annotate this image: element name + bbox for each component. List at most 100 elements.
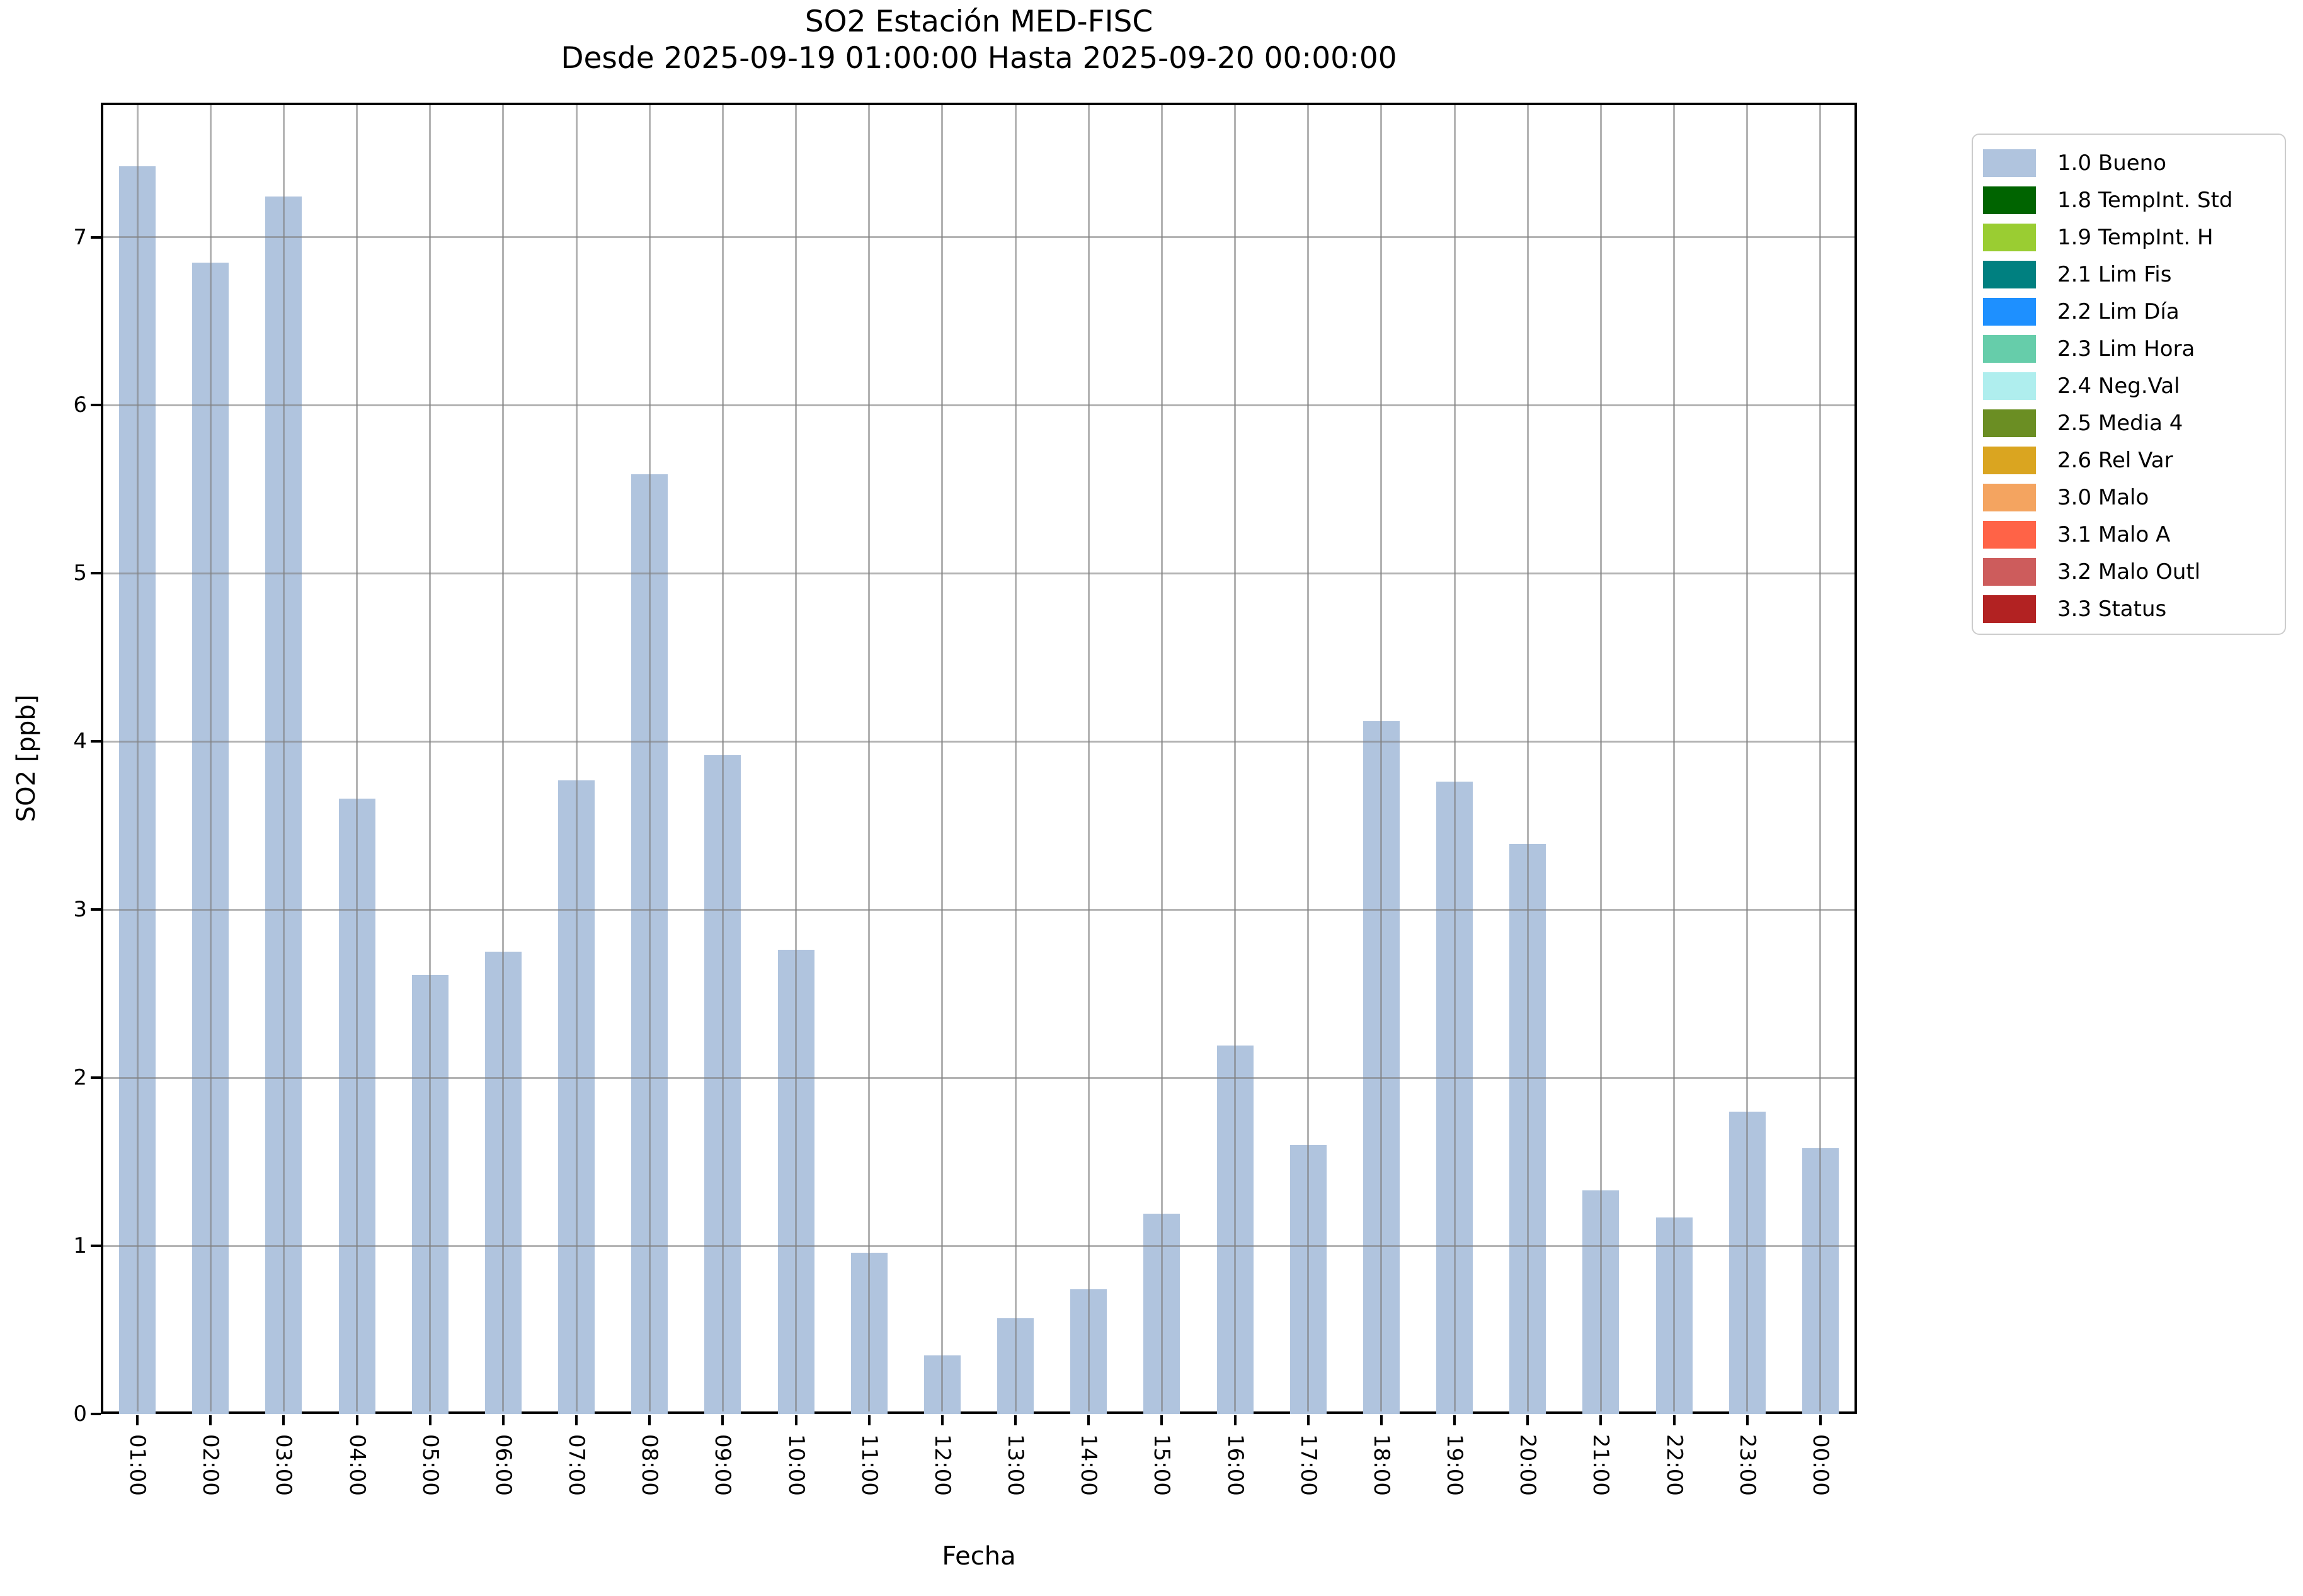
legend-swatch [1983, 520, 2036, 549]
y-gridline [103, 236, 1854, 239]
x-gridline [721, 105, 724, 1411]
x-tick [1453, 1415, 1456, 1425]
x-tick-label: 13:00 [1003, 1434, 1029, 1496]
y-tick [91, 1076, 101, 1080]
x-tick [648, 1415, 651, 1425]
legend-label: 1.0 Bueno [2057, 150, 2167, 176]
legend-swatch [1983, 186, 2036, 214]
title-block: SO2 Estación MED-FISC Desde 2025-09-19 0… [101, 4, 1857, 77]
x-gridline [356, 105, 358, 1411]
x-tick [1599, 1415, 1603, 1425]
x-gridline [1380, 105, 1383, 1411]
x-tick [1233, 1415, 1237, 1425]
legend-label: 1.8 TempInt. Std [2057, 187, 2233, 213]
legend-item: 2.5 Media 4 [1973, 404, 2285, 442]
x-tick-label: 21:00 [1588, 1434, 1614, 1496]
legend-label: 2.4 Neg.Val [2057, 373, 2180, 399]
legend-item: 2.4 Neg.Val [1973, 367, 2285, 404]
legend: 1.0 Bueno 1.8 TempInt. Std 1.9 TempInt. H 2… [1972, 134, 2286, 635]
x-tick-label: 06:00 [490, 1434, 516, 1496]
x-tick [282, 1415, 285, 1425]
legend-swatch [1983, 557, 2036, 586]
y-tick-label: 4 [73, 729, 87, 755]
x-tick [1526, 1415, 1529, 1425]
x-gridline [1673, 105, 1676, 1411]
x-tick [1014, 1415, 1017, 1425]
x-tick [575, 1415, 578, 1425]
y-tick-label: 0 [73, 1401, 87, 1427]
plot-area [101, 103, 1857, 1414]
x-tick-label: 10:00 [783, 1434, 809, 1496]
y-tick-label: 1 [73, 1233, 87, 1259]
y-tick [91, 1245, 101, 1248]
x-tick-label: 01:00 [125, 1434, 151, 1496]
x-tick-label: 22:00 [1661, 1434, 1687, 1496]
x-gridline [136, 105, 139, 1411]
x-tick [501, 1415, 505, 1425]
x-tick [1306, 1415, 1310, 1425]
x-gridline [1819, 105, 1822, 1411]
legend-swatch [1983, 149, 2036, 177]
x-tick-label: 08:00 [637, 1434, 663, 1496]
x-tick-label: 02:00 [198, 1434, 224, 1496]
x-gridline [1453, 105, 1456, 1411]
x-tick [1672, 1415, 1676, 1425]
legend-item: 1.9 TempInt. H [1973, 219, 2285, 256]
x-axis-label: Fecha [942, 1542, 1016, 1571]
legend-label: 2.2 Lim Día [2057, 299, 2180, 324]
x-gridline [1746, 105, 1749, 1411]
x-gridline [209, 105, 212, 1411]
legend-swatch [1983, 334, 2036, 363]
x-tick [721, 1415, 724, 1425]
y-gridline [103, 572, 1854, 574]
x-tick-label: 05:00 [417, 1434, 443, 1496]
legend-label: 1.9 TempInt. H [2057, 224, 2214, 250]
legend-swatch [1983, 483, 2036, 511]
y-gridline [103, 740, 1854, 743]
y-tick-label: 3 [73, 897, 87, 923]
legend-label: 3.0 Malo [2057, 484, 2149, 510]
y-tick [91, 404, 101, 407]
x-tick-label: 15:00 [1149, 1434, 1175, 1496]
legend-item: 1.0 Bueno [1973, 144, 2285, 181]
legend-item: 2.6 Rel Var [1973, 442, 2285, 479]
x-tick [136, 1415, 139, 1425]
legend-label: 2.1 Lim Fis [2057, 261, 2172, 287]
legend-item: 3.3 Status [1973, 590, 2285, 627]
y-gridline [103, 404, 1854, 406]
legend-label: 3.3 Status [2057, 596, 2167, 622]
legend-label: 3.2 Malo Outl [2057, 559, 2201, 584]
y-gridline [103, 1076, 1854, 1079]
x-gridline [1160, 105, 1163, 1411]
x-tick-label: 11:00 [856, 1434, 882, 1496]
x-gridline [648, 105, 651, 1411]
legend-swatch [1983, 409, 2036, 437]
legend-item: 3.1 Malo A [1973, 516, 2285, 553]
legend-swatch [1983, 297, 2036, 326]
y-tick [91, 236, 101, 239]
x-tick-label: 03:00 [271, 1434, 297, 1496]
y-tick [91, 740, 101, 743]
x-tick-label: 16:00 [1222, 1434, 1248, 1496]
x-tick-label: 20:00 [1515, 1434, 1541, 1496]
x-tick [1746, 1415, 1749, 1425]
x-tick [1087, 1415, 1090, 1425]
legend-item: 3.2 Malo Outl [1973, 553, 2285, 590]
chart-title: SO2 Estación MED-FISC [804, 4, 1153, 39]
x-gridline [1087, 105, 1090, 1411]
chart-subtitle: Desde 2025-09-19 01:00:00 Hasta 2025-09-… [561, 41, 1397, 76]
x-gridline [1014, 105, 1017, 1411]
x-tick [1819, 1415, 1822, 1425]
x-tick-label: 07:00 [564, 1434, 590, 1496]
x-tick-label: 18:00 [1368, 1434, 1394, 1496]
y-gridline [103, 908, 1854, 911]
y-axis-label: SO2 [ppb] [12, 694, 41, 823]
x-tick-label: 12:00 [929, 1434, 955, 1496]
y-tick-label: 7 [73, 224, 87, 250]
x-gridline [795, 105, 797, 1411]
x-tick-label: 04:00 [344, 1434, 370, 1496]
legend-item: 2.2 Lim Día [1973, 293, 2285, 330]
legend-item: 3.0 Malo [1973, 479, 2285, 516]
x-gridline [282, 105, 285, 1411]
x-gridline [429, 105, 431, 1411]
